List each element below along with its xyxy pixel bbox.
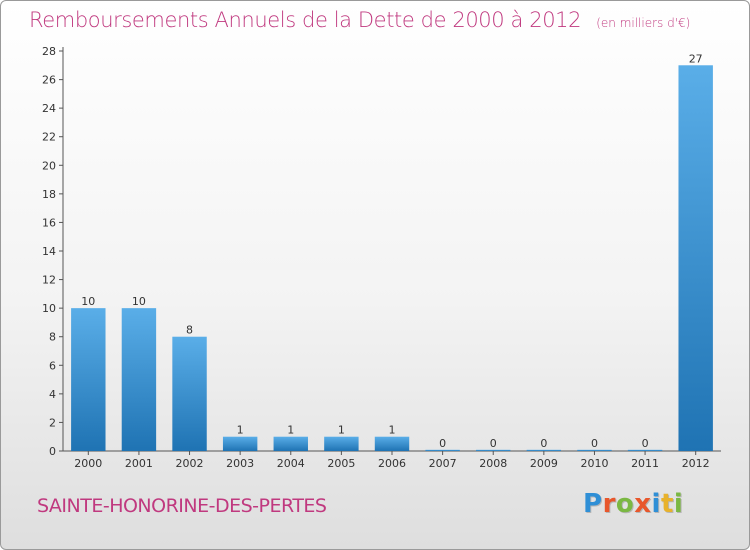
y-tick-label: 28 [42,45,56,58]
y-tick-label: 6 [49,359,56,372]
value-label-2005: 1 [338,424,345,437]
y-tick-label: 20 [42,159,56,172]
value-label-2003: 1 [237,424,244,437]
bar-2001 [121,308,157,451]
bar-2008 [476,449,511,451]
value-label-2000: 10 [81,295,95,308]
x-tick-label: 2004 [277,457,305,470]
y-tick-label: 4 [49,388,56,401]
chart-title-unit: (en milliers d'€) [596,16,691,30]
bar-2000 [71,308,106,451]
bar-2002 [172,336,207,451]
chart-title-main: Remboursements Annuels de la Dette de 20… [29,8,582,32]
y-tick-label: 18 [42,188,56,201]
y-tick-label: 24 [42,102,56,115]
bar-2011 [627,449,663,451]
x-tick-label: 2007 [429,457,457,470]
y-tick-label: 8 [49,331,56,344]
x-tick-label: 2008 [479,457,507,470]
logo-letter: i [673,489,684,519]
x-tick-label: 2003 [226,457,254,470]
value-label-2011: 0 [642,437,649,450]
x-tick-label: 2010 [580,457,608,470]
logo-letter: o [615,489,635,519]
logo-letter: i [651,489,661,519]
value-label-2010: 0 [591,437,598,450]
x-tick-label: 2009 [530,457,558,470]
value-label-2004: 1 [287,424,294,437]
bar-2007 [425,449,460,451]
y-tick-label: 14 [42,245,56,258]
x-tick-label: 2002 [176,457,204,470]
bar-2009 [526,449,562,451]
y-tick-label: 0 [49,445,56,458]
logo-letter: t [660,489,674,519]
value-label-2001: 10 [132,295,146,308]
x-tick-label: 2012 [682,457,710,470]
value-label-2012: 27 [689,52,703,65]
y-tick-label: 12 [42,274,56,287]
logo-letter: x [634,489,652,519]
value-label-2007: 0 [439,437,446,450]
logo-letter: r [602,489,616,519]
value-label-2009: 0 [540,437,547,450]
x-tick-label: 2001 [125,457,153,470]
bar-2010 [577,449,612,451]
commune-name: SAINTE-HONORINE-DES-PERTES [37,495,327,517]
x-tick-label: 2005 [327,457,355,470]
x-axis: 2000 2001 2002 2003 2004 2005 2006 2007 2008 2009… [63,450,721,470]
x-tick-label: 2011 [631,457,659,470]
x-tick-label: 2006 [378,457,406,470]
x-tick-label: 2000 [74,457,102,470]
value-label-2002: 8 [186,324,193,337]
y-tick-label: 22 [42,131,56,144]
value-label-2008: 0 [490,437,497,450]
bars [71,65,713,452]
bar-2003 [222,436,258,451]
y-tick-label: 2 [49,416,56,429]
logo-letter: P [583,489,603,519]
chart-title: Remboursements Annuels de la Dette de 20… [29,8,690,32]
y-tick-label: 10 [42,302,56,315]
bar-2006 [374,436,410,451]
bar-2004 [273,436,308,451]
y-tick-label: 26 [42,74,56,87]
y-tick-label: 16 [42,216,56,229]
value-label-2006: 1 [389,424,396,437]
bar-2005 [324,436,359,451]
bar-2012 [678,65,713,452]
proxiti-logo: Proxiti [583,489,683,519]
